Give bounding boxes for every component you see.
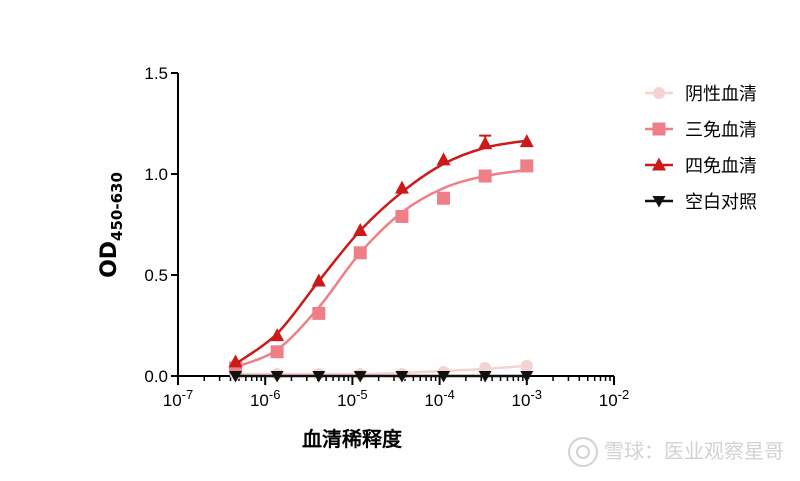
y-axis-label-subscript: 450-630 [108, 172, 126, 241]
y-axis-label: OD450-630 [97, 172, 126, 278]
data-point [312, 371, 326, 383]
series-triangle-up [228, 134, 534, 368]
x-tick-label: 10-2 [599, 387, 629, 410]
watermark: 雪球：医业观察星哥 [568, 435, 784, 467]
data-point [520, 371, 534, 383]
legend-marker [653, 87, 665, 99]
data-point [353, 223, 368, 237]
y-tick-label: 0.0 [144, 367, 168, 386]
x-axis-label: 血清稀释度 [302, 427, 403, 451]
watermark-text: 雪球：医业观察星哥 [604, 438, 784, 463]
data-point [478, 169, 492, 183]
x-tick-label: 10-6 [250, 387, 280, 410]
data-point [478, 136, 493, 150]
y-axis-label-main: OD [97, 241, 122, 278]
data-point [270, 371, 284, 383]
legend-item: 三免血清 [645, 120, 757, 141]
legend-item: 空白对照 [645, 192, 757, 213]
legend-marker [652, 122, 666, 136]
data-point [437, 191, 451, 205]
data-point [312, 306, 326, 320]
legend-item: 四免血清 [645, 156, 757, 177]
x-tick-label: 10-7 [163, 387, 193, 410]
data-point [353, 371, 367, 383]
data-point [437, 371, 451, 383]
data-point [270, 328, 285, 342]
data-point [436, 152, 451, 166]
series-triangle-down [229, 371, 534, 383]
data-point [520, 159, 534, 173]
series-layer [228, 134, 534, 383]
x-tick-label: 10-3 [512, 387, 542, 410]
data-point [229, 371, 243, 383]
data-point [395, 209, 409, 223]
data-point [270, 345, 284, 359]
legend-marker [652, 196, 666, 208]
y-tick-label: 0.5 [144, 266, 168, 285]
data-point [394, 180, 409, 194]
axes: 0.0 0.5 1.0 1.5 10-7 10-6 10-5 10-4 10-3 10-2 [144, 64, 629, 410]
data-point [520, 359, 533, 372]
legend-label: 四免血清 [685, 156, 757, 177]
legend-label: 阴性血清 [685, 84, 757, 105]
legend-item: 阴性血清 [645, 84, 757, 105]
series-line [234, 139, 528, 365]
legend-label: 三免血清 [685, 120, 757, 141]
x-tick-label: 10-5 [337, 387, 367, 410]
data-point [519, 134, 534, 148]
data-point [311, 273, 326, 287]
data-point [353, 246, 367, 260]
data-point [395, 371, 409, 383]
legend-label: 空白对照 [685, 192, 757, 213]
x-tick-label: 10-4 [424, 387, 454, 410]
data-point [478, 371, 492, 383]
y-tick-label: 1.5 [144, 64, 168, 83]
series-square [229, 159, 534, 375]
snowball-logo-icon [568, 437, 598, 467]
y-tick-label: 1.0 [144, 165, 168, 184]
data-point [228, 354, 243, 368]
data-point [479, 361, 492, 374]
legend-marker [652, 157, 666, 171]
